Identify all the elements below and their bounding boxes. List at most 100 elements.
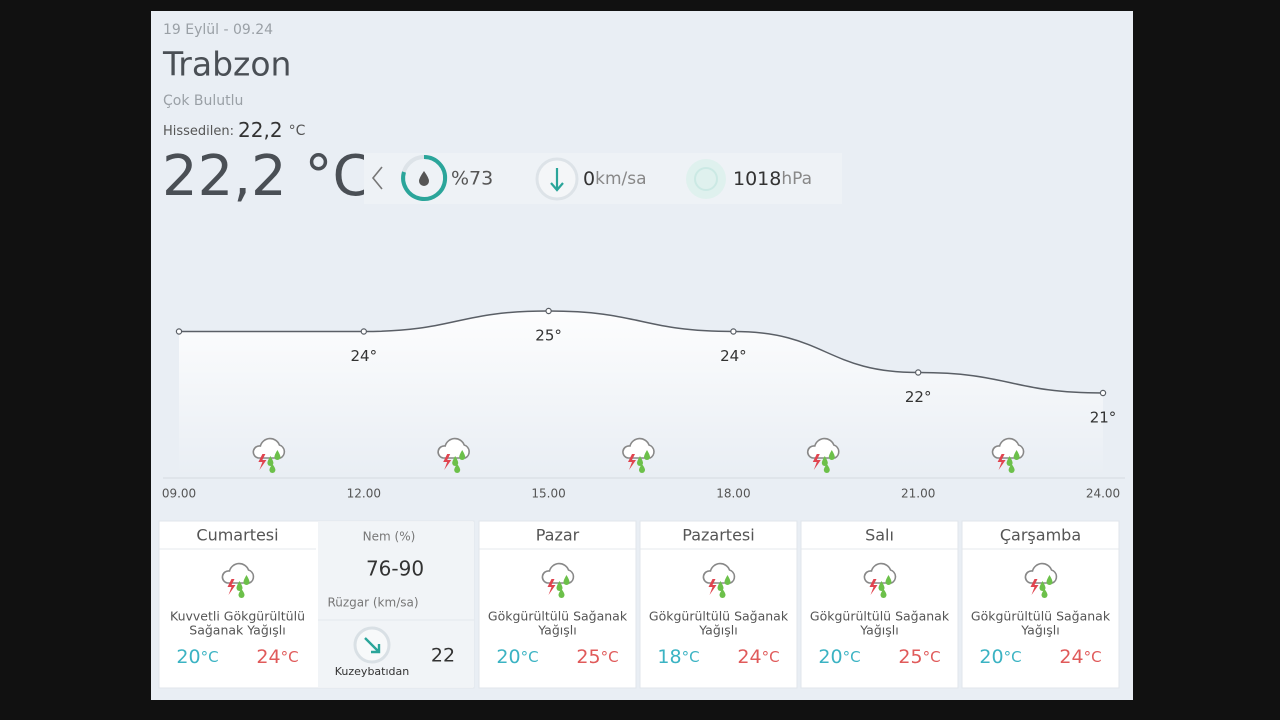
- wind: 0km/sa: [583, 168, 647, 190]
- prev-button[interactable]: [371, 166, 383, 190]
- day-description: Yağışlı: [537, 623, 576, 638]
- icon-drop: [1008, 464, 1015, 473]
- temp-value: 20: [979, 646, 1003, 668]
- temp-value: 20: [818, 646, 842, 668]
- icon-drop: [556, 581, 563, 591]
- icon-lightning: [443, 454, 452, 470]
- icon-drop: [269, 464, 276, 473]
- temp-value: 24: [1059, 646, 1083, 668]
- icon-drop: [880, 589, 887, 598]
- icon-drop: [238, 589, 245, 598]
- temp-unit: °C: [601, 648, 619, 666]
- day-name: Çarşamba: [1000, 526, 1081, 545]
- temperature-point: [730, 328, 737, 335]
- day-description: Sağanak Yağışlı: [189, 623, 285, 638]
- weather-icon: [863, 562, 897, 598]
- icon-drop: [717, 581, 724, 591]
- icon-drop: [267, 456, 274, 466]
- time-label: 18.00: [716, 487, 750, 501]
- weather-icon: [1024, 562, 1058, 598]
- icon-drop: [1046, 575, 1053, 585]
- temperature-area: [179, 311, 1103, 476]
- hourly-chart: 09.00 24° 12.00 25° 15.00 24° 18.00 22° 21.00 21°…: [162, 307, 1120, 501]
- time-label: 21.00: [901, 487, 935, 501]
- temp-unit: °C: [1084, 648, 1102, 666]
- icon-lightning: [628, 454, 636, 470]
- temperature-point: [360, 328, 367, 335]
- condition: Çok Bulutlu: [163, 93, 243, 109]
- feels-value: 22,2: [238, 118, 283, 142]
- day-description: Yağışlı: [698, 623, 737, 638]
- day-description: Yağışlı: [1020, 623, 1059, 638]
- wind-direction-arrow: [364, 637, 381, 654]
- humidity-range: 76-90: [366, 557, 424, 581]
- feels-label: Hissedilen:: [163, 124, 234, 139]
- icon-lightning: [812, 454, 821, 470]
- weather-icon: [541, 562, 575, 598]
- icon-lightning: [547, 579, 556, 595]
- day-low: 20°C: [979, 646, 1021, 668]
- icon-drop: [1006, 456, 1013, 466]
- icon-lightning: [258, 454, 267, 470]
- humidity-icon: [419, 171, 429, 186]
- day-description: Gökgürültülü Sağanak: [488, 609, 628, 624]
- weather-icon: [702, 562, 736, 598]
- day-description: Gökgürültülü Sağanak: [810, 609, 950, 624]
- temp-unit: °C: [521, 648, 539, 666]
- icon-lightning: [227, 579, 236, 595]
- weather-icon: [991, 437, 1025, 473]
- icon-drop: [1039, 581, 1046, 591]
- temp-unit: °C: [1004, 648, 1022, 666]
- icon-drop: [639, 464, 645, 473]
- temperature-label: 22°: [905, 388, 932, 406]
- pressure-value: 1018: [733, 168, 781, 190]
- wind-speed: 22: [431, 645, 455, 667]
- wind-direction: Kuzeybatıdan: [335, 665, 410, 678]
- temp-value: 18: [657, 646, 681, 668]
- temp-unit: °C: [762, 648, 780, 666]
- weather-icon: [221, 562, 255, 598]
- temp-value: 20: [496, 646, 520, 668]
- icon-drop: [1041, 589, 1048, 598]
- temp-unit: °C: [923, 648, 941, 666]
- temp-value: 25: [898, 646, 922, 668]
- current-temperature: 22,2 °C: [162, 144, 372, 209]
- time-label: 15.00: [531, 487, 565, 501]
- day-high: 24°C: [737, 646, 779, 668]
- icon-drop: [563, 575, 570, 585]
- icon-drop: [236, 581, 243, 591]
- temp-value: 24: [256, 646, 280, 668]
- icon-drop: [878, 581, 885, 591]
- icon-drop: [243, 575, 250, 585]
- date: 19 Eylül - 09.24: [163, 22, 273, 38]
- time-label: 12.00: [347, 487, 381, 501]
- icon-drop: [821, 456, 828, 466]
- icon-drop: [724, 575, 731, 585]
- temperature-point: [1099, 389, 1107, 397]
- feels-unit: °C: [289, 123, 306, 139]
- temperature-label: 25°: [535, 327, 562, 345]
- wind-value: 0: [583, 168, 595, 190]
- wind-label: Rüzgar (km/sa): [327, 596, 418, 610]
- time-label: 09.00: [162, 487, 196, 501]
- day-low: 20°C: [496, 646, 538, 668]
- day-high: 25°C: [576, 646, 618, 668]
- weather-icon: [622, 437, 655, 473]
- temp-value: 20: [176, 646, 200, 668]
- temp-unit: °C: [843, 648, 861, 666]
- feels-like: Hissedilen: 22,2 °C: [163, 118, 306, 142]
- pressure: 1018hPa: [733, 168, 812, 190]
- temp-value: 24: [737, 646, 761, 668]
- temp-unit: °C: [201, 648, 219, 666]
- icon-drop: [558, 589, 565, 598]
- temperature-line: [179, 310, 1104, 394]
- time-label: 24.00: [1086, 487, 1120, 501]
- temperature-point: [545, 307, 552, 315]
- humidity: %73: [451, 168, 493, 190]
- day-description: Gökgürültülü Sağanak: [971, 609, 1111, 624]
- icon-lightning: [869, 579, 878, 595]
